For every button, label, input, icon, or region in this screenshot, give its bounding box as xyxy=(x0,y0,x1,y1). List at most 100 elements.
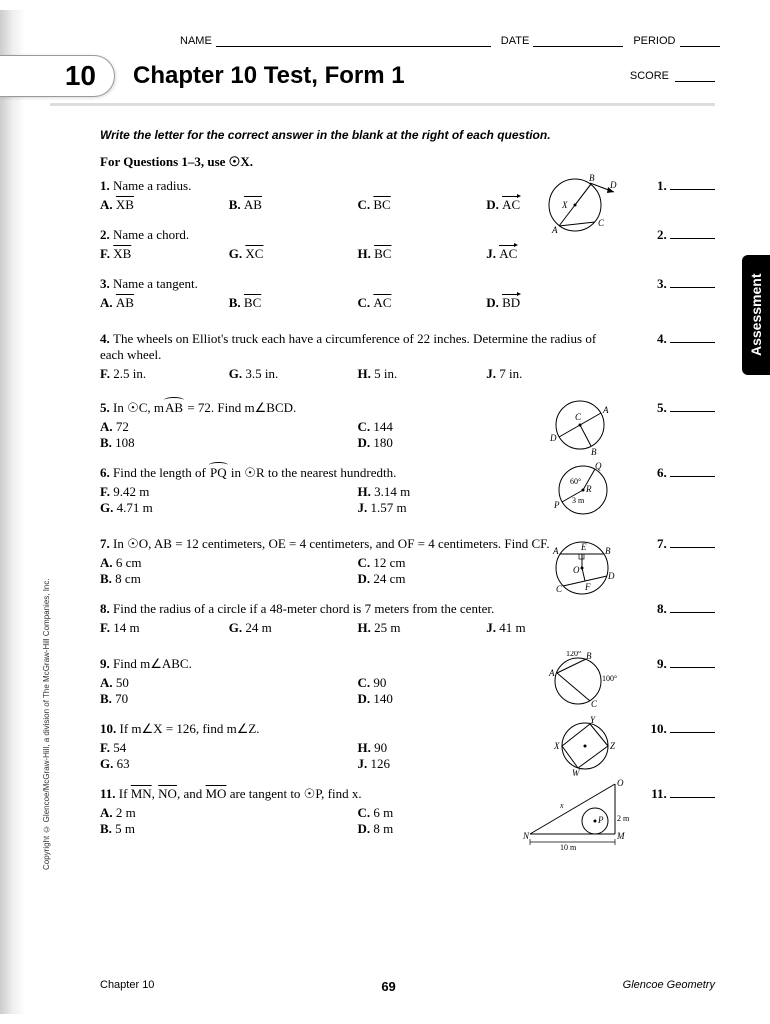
choice: H. 5 in. xyxy=(358,366,487,382)
footer-right: Glencoe Geometry xyxy=(623,979,715,994)
choice: G. 3.5 in. xyxy=(229,366,358,382)
score-input-line[interactable] xyxy=(675,81,715,82)
choices: F. 2.5 in.G. 3.5 in.H. 5 in.J. 7 in. xyxy=(100,366,615,382)
choice: D. BD xyxy=(486,295,615,311)
svg-text:E: E xyxy=(580,542,587,552)
diagram: XYZW xyxy=(550,716,620,776)
svg-text:C: C xyxy=(575,412,582,422)
period-input-line[interactable] xyxy=(680,46,720,47)
question: 1. Name a radius.A. XBB. ABC. BCD. AC1. … xyxy=(100,178,715,213)
svg-text:M: M xyxy=(616,831,625,841)
choice: F. 54 xyxy=(100,740,358,756)
chapter-number: 10 xyxy=(65,60,96,92)
answer-blank[interactable]: 5. xyxy=(657,400,715,416)
svg-text:B: B xyxy=(605,546,611,556)
svg-text:O: O xyxy=(617,778,624,788)
svg-text:P: P xyxy=(553,500,560,510)
choice: B. BC xyxy=(229,295,358,311)
svg-text:3 m: 3 m xyxy=(572,496,585,505)
page-footer: Chapter 10 69 Glencoe Geometry xyxy=(100,979,715,994)
svg-text:D: D xyxy=(609,180,617,190)
answer-blank[interactable]: 8. xyxy=(657,601,715,617)
svg-text:O: O xyxy=(573,565,580,575)
date-label: DATE xyxy=(501,35,530,47)
footer-page-number: 69 xyxy=(381,979,395,994)
question-text: If m∠X = 126, find m∠Z. xyxy=(120,721,260,736)
answer-blank[interactable]: 6. xyxy=(657,465,715,481)
question: 8. Find the radius of a circle if a 48-m… xyxy=(100,601,715,636)
diagram: CABD xyxy=(545,395,620,455)
choice: G. 63 xyxy=(100,756,358,772)
answer-blank[interactable]: 9. xyxy=(657,656,715,672)
choice: B. 70 xyxy=(100,691,358,707)
choice: F. XB xyxy=(100,246,229,262)
name-input-line[interactable] xyxy=(216,46,491,47)
question-text: Name a tangent. xyxy=(113,276,198,291)
page-title: Chapter 10 Test, Form 1 xyxy=(133,62,405,90)
svg-text:F: F xyxy=(584,582,591,592)
question-number: 4. xyxy=(100,331,113,346)
name-label: NAME xyxy=(180,35,212,47)
svg-text:A: A xyxy=(602,405,609,415)
svg-text:B: B xyxy=(589,173,595,183)
question-number: 1. xyxy=(100,178,113,193)
answer-blank[interactable]: 7. xyxy=(657,536,715,552)
chapter-tab: 10 xyxy=(0,55,115,97)
answer-blank[interactable]: 4. xyxy=(657,331,715,347)
choices: A. ABB. BCC. ACD. BD xyxy=(100,295,615,311)
svg-text:C: C xyxy=(591,699,598,709)
svg-text:N: N xyxy=(522,831,530,841)
choices: F. XBG. XCH. BCJ. AC xyxy=(100,246,615,262)
question: 7. In ☉O, AB = 12 centimeters, OE = 4 ce… xyxy=(100,536,715,587)
date-input-line[interactable] xyxy=(533,46,623,47)
svg-text:A: A xyxy=(552,546,559,556)
answer-blank[interactable]: 1. xyxy=(657,178,715,194)
question-number: 7. xyxy=(100,536,113,551)
choices: A. 72C. 144B. 108D. 180 xyxy=(100,419,615,451)
svg-text:C: C xyxy=(556,584,563,594)
answer-blank[interactable]: 11. xyxy=(651,786,715,802)
choices: A. XBB. ABC. BCD. AC xyxy=(100,197,615,213)
choice: A. AB xyxy=(100,295,229,311)
answer-blank[interactable]: 3. xyxy=(657,276,715,292)
question-text: Find the radius of a circle if a 48-mete… xyxy=(113,601,494,616)
question: 10. If m∠X = 126, find m∠Z.F. 54H. 90G. … xyxy=(100,721,715,772)
svg-text:10 m: 10 m xyxy=(560,843,577,851)
question-number: 11. xyxy=(100,786,119,801)
period-label: PERIOD xyxy=(633,35,675,47)
svg-text:B: B xyxy=(586,651,592,661)
svg-text:Q: Q xyxy=(595,461,602,471)
svg-text:X: X xyxy=(553,741,560,751)
question: 6. Find the length of PQ in ☉R to the ne… xyxy=(100,465,715,516)
question-text: Name a chord. xyxy=(113,227,189,242)
question: 4. The wheels on Elliot's truck each hav… xyxy=(100,331,715,382)
svg-text:X: X xyxy=(561,200,568,210)
question-text: In ☉O, AB = 12 centimeters, OE = 4 centi… xyxy=(113,536,550,551)
choice: B. 5 m xyxy=(100,821,358,837)
question: 2. Name a chord.F. XBG. XCH. BCJ. AC2. xyxy=(100,227,715,262)
svg-text:Z: Z xyxy=(610,741,616,751)
choices: F. 14 mG. 24 mH. 25 mJ. 41 m xyxy=(100,620,615,636)
answer-blank[interactable]: 10. xyxy=(651,721,716,737)
svg-text:D: D xyxy=(607,571,615,581)
choice: H. 25 m xyxy=(358,620,487,636)
question-text: The wheels on Elliot's truck each have a… xyxy=(100,331,596,362)
svg-text:A: A xyxy=(548,668,555,678)
choice: F. 2.5 in. xyxy=(100,366,229,382)
choice: G. XC xyxy=(229,246,358,262)
svg-text:Y: Y xyxy=(590,716,596,725)
svg-text:D: D xyxy=(549,433,557,443)
diagram: ABC120°100° xyxy=(540,651,620,711)
svg-text:120°: 120° xyxy=(566,651,581,658)
choice: G. 4.71 m xyxy=(100,500,358,516)
question-number: 8. xyxy=(100,601,113,616)
question: 11. If MN, NO, and MO are tangent to ☉P,… xyxy=(100,786,715,837)
question: 5. In ☉C, mAB = 72. Find m∠BCD.A. 72C. 1… xyxy=(100,400,715,451)
diagram: A B E O D C F xyxy=(545,536,620,601)
choice: A. 72 xyxy=(100,419,358,435)
choice: C. AC xyxy=(358,295,487,311)
choice: J. AC xyxy=(486,246,615,262)
answer-blank[interactable]: 2. xyxy=(657,227,715,243)
choice: B. AB xyxy=(229,197,358,213)
question-text: Find m∠ABC. xyxy=(113,656,192,671)
